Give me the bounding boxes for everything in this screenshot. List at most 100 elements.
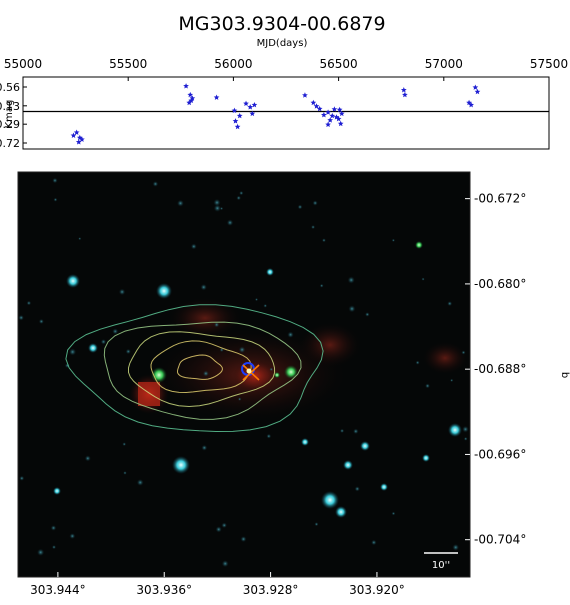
image-y-tick-label: -00.696° bbox=[474, 447, 526, 461]
faint-star bbox=[312, 200, 318, 206]
lc-data-point bbox=[232, 118, 239, 124]
faint-star bbox=[52, 177, 58, 184]
faint-star bbox=[314, 522, 319, 527]
star-cyan bbox=[380, 483, 388, 491]
faint-star bbox=[69, 533, 76, 540]
faint-star bbox=[18, 314, 24, 321]
faint-star bbox=[450, 378, 454, 382]
star-cyan bbox=[448, 423, 462, 437]
faint-star bbox=[26, 300, 32, 306]
lc-data-point bbox=[331, 106, 338, 112]
faint-star bbox=[238, 346, 246, 354]
faint-star bbox=[78, 237, 82, 241]
lc-data-point bbox=[402, 91, 408, 98]
faint-star bbox=[239, 190, 244, 196]
faint-star bbox=[51, 545, 57, 550]
faint-star bbox=[322, 238, 326, 243]
star-green bbox=[274, 372, 280, 378]
lc-data-point bbox=[247, 104, 254, 110]
contour-ring bbox=[176, 354, 223, 380]
faint-star bbox=[269, 367, 274, 372]
lc-data-point bbox=[335, 115, 342, 122]
image-x-tick-label: 303.920° bbox=[349, 583, 405, 597]
contour-ring bbox=[65, 304, 324, 433]
star-green bbox=[284, 365, 298, 379]
faint-star bbox=[353, 428, 359, 435]
lc-y-tick-label: 0.72 bbox=[0, 137, 20, 150]
star-cyan bbox=[321, 491, 339, 509]
lc-data-point bbox=[243, 100, 249, 107]
star-cyan bbox=[66, 274, 80, 288]
lc-data-point bbox=[189, 95, 196, 101]
lc-data-point bbox=[321, 112, 327, 118]
image-x-tick-labels: 303.944° 303.936° 303.928° 303.920° bbox=[30, 572, 405, 597]
lc-data-point bbox=[76, 134, 83, 141]
lc-data-point bbox=[329, 112, 336, 119]
lc-data-points bbox=[70, 83, 481, 145]
image-y-tick-label: -00.688° bbox=[474, 362, 526, 376]
lc-data-point bbox=[313, 103, 320, 109]
lc-x-tick-label: 57500 bbox=[530, 57, 568, 71]
faint-star bbox=[190, 243, 197, 250]
image-x-tick-label: 303.928° bbox=[243, 583, 299, 597]
faint-star bbox=[421, 277, 425, 281]
faint-star bbox=[84, 455, 91, 462]
lc-x-tick-labels: 55000 55500 56000 56500 57000 57500 bbox=[4, 57, 568, 81]
faint-star bbox=[447, 301, 453, 307]
lc-data-point bbox=[231, 107, 238, 114]
contour-ring bbox=[150, 340, 252, 394]
faint-star bbox=[236, 195, 242, 201]
faint-star bbox=[226, 219, 234, 226]
lc-data-point bbox=[183, 83, 189, 89]
image-y-tick-label: -00.672° bbox=[474, 192, 526, 206]
lc-data-point bbox=[325, 121, 331, 128]
faint-star bbox=[19, 475, 25, 481]
star-cyan bbox=[266, 268, 274, 276]
star-cyan bbox=[335, 506, 347, 518]
lc-data-point bbox=[302, 92, 308, 98]
lc-data-point bbox=[70, 132, 77, 138]
star-cyan bbox=[172, 456, 190, 474]
faint-star bbox=[213, 198, 221, 207]
faint-star bbox=[365, 312, 370, 317]
star-cyan bbox=[156, 283, 172, 299]
lc-data-point bbox=[213, 94, 220, 100]
lc-data-point bbox=[310, 99, 317, 106]
lc-data-point bbox=[472, 84, 479, 90]
faint-star bbox=[221, 522, 228, 529]
sky-image: 10'' bbox=[18, 172, 470, 577]
faint-star bbox=[354, 486, 360, 492]
lc-x-tick-label: 55000 bbox=[4, 57, 42, 71]
star-green bbox=[415, 241, 423, 249]
lc-y-tick-label: -0.13 bbox=[0, 100, 20, 113]
x-axis-label: MJD(days) bbox=[257, 38, 308, 49]
faint-star bbox=[287, 331, 294, 338]
lc-data-point bbox=[186, 99, 193, 106]
lc-data-point bbox=[234, 123, 241, 130]
image-y-tick-label: -00.704° bbox=[474, 533, 526, 547]
chart-title: MG303.9304-00.6879 bbox=[178, 13, 385, 35]
faint-star bbox=[125, 348, 131, 355]
lc-data-point bbox=[327, 117, 334, 123]
faint-star bbox=[348, 305, 356, 313]
sky-image-frame bbox=[17, 171, 471, 578]
lc-data-point bbox=[338, 110, 345, 117]
lc-data-point bbox=[236, 112, 243, 119]
star-cyan bbox=[422, 454, 430, 462]
faint-star bbox=[38, 318, 44, 324]
lc-x-tick-label: 57000 bbox=[425, 57, 463, 71]
faint-star bbox=[371, 539, 377, 546]
faint-star bbox=[219, 347, 224, 353]
faint-star bbox=[122, 442, 127, 446]
contour-ring bbox=[128, 331, 276, 408]
faint-star bbox=[136, 479, 144, 486]
lc-data-point bbox=[468, 101, 475, 108]
lc-data-point bbox=[79, 136, 85, 142]
faint-star bbox=[118, 288, 126, 296]
faint-star bbox=[213, 322, 220, 328]
faint-star bbox=[177, 199, 184, 207]
faint-star bbox=[112, 328, 119, 335]
faint-star bbox=[201, 444, 208, 451]
lc-data-point bbox=[400, 87, 407, 93]
lc-y-tick-label: 0.29 bbox=[0, 118, 20, 131]
